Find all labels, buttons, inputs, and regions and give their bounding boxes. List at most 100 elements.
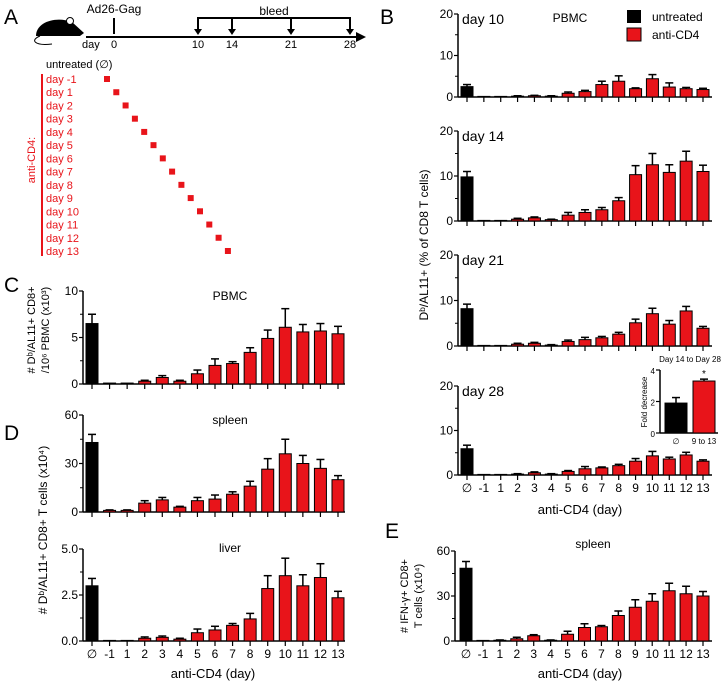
- treatment-marker: [122, 102, 129, 109]
- bar-8: [612, 80, 626, 98]
- bar-10: [645, 455, 659, 476]
- bar-∅: [459, 567, 473, 642]
- y-tick-label: 10: [440, 294, 454, 308]
- bar-∅: [460, 86, 474, 98]
- bar-13: [696, 89, 710, 98]
- y-tick-label: 0: [446, 214, 453, 228]
- x-tick-label: 5: [565, 481, 572, 495]
- x-tick-label: 10: [646, 647, 660, 661]
- x-tick-label: ∅: [87, 647, 97, 661]
- bar-13: [696, 327, 710, 347]
- treatment-day-label: day 7: [46, 167, 73, 179]
- x-tick-label: 9: [632, 647, 639, 661]
- chart-title: day 10: [462, 11, 504, 27]
- treatment-day-label: day -1: [46, 74, 77, 86]
- bar-12: [679, 454, 693, 476]
- bar-12: [679, 593, 693, 642]
- bar--1: [103, 382, 117, 385]
- treatment-day-label: day 13: [46, 246, 79, 258]
- bar-∅: [85, 323, 99, 385]
- panel-c-ylabel-1: # Dᵇ/AL11+ CD8+: [26, 286, 38, 373]
- bar-9: [261, 337, 275, 385]
- x-tick-label: ∅: [673, 437, 680, 446]
- bar-4: [544, 219, 558, 222]
- bar-5: [561, 92, 575, 98]
- bar--1: [477, 219, 491, 222]
- bar-13: [696, 460, 710, 476]
- bar--1: [476, 639, 490, 642]
- bar-2: [511, 218, 525, 222]
- arrow-down-icon: [287, 29, 295, 35]
- arrow-down-icon: [228, 29, 236, 35]
- bar-5: [190, 500, 204, 513]
- bar-10: [645, 600, 659, 642]
- panel-letter-e: E: [385, 520, 399, 543]
- x-tick-label: 1: [124, 647, 131, 661]
- bar--1: [103, 639, 117, 642]
- bar-11: [662, 86, 676, 98]
- bar-∅: [460, 448, 474, 476]
- bar-11: [296, 331, 310, 385]
- x-tick-label: 3: [531, 481, 538, 495]
- treatment-day-label: day 6: [46, 153, 73, 165]
- x-tick-label: 5: [194, 647, 201, 661]
- treatment-day-label: day 11: [46, 220, 78, 232]
- chart-b-day-21: 0 10 20 day 21: [440, 248, 712, 353]
- treatment-marker: [206, 221, 213, 228]
- bar-9: [629, 322, 643, 347]
- x-tick-label: 2: [514, 481, 521, 495]
- y-tick-label: 20: [440, 248, 454, 262]
- bar-3: [527, 635, 541, 642]
- legend-label-untreated: untreated: [652, 10, 703, 24]
- x-axis-label: anti-CD4 (day): [538, 666, 623, 681]
- treatment-marker: [215, 234, 222, 241]
- bar-3: [155, 499, 169, 513]
- x-tick-label: 10: [646, 481, 660, 495]
- bar-12: [679, 160, 693, 222]
- chart-title: spleen: [212, 413, 247, 427]
- panel-letter-c: C: [4, 274, 19, 297]
- chart-c-pbmc: 0 5 10 PBMC: [65, 284, 345, 391]
- legend-swatch-anti-cd4: [626, 27, 642, 42]
- bar-3: [155, 636, 169, 642]
- x-axis-label: anti-CD4 (day): [171, 666, 256, 681]
- bar-10: [645, 78, 659, 98]
- x-tick-label: -1: [104, 647, 115, 661]
- bar-8: [612, 200, 626, 222]
- x-tick-label: 4: [177, 647, 184, 661]
- bar-3: [527, 342, 541, 347]
- bar-1: [493, 639, 507, 642]
- bar-9: [261, 588, 275, 642]
- untreated-label: untreated (∅): [46, 59, 112, 71]
- bar-10: [645, 313, 659, 347]
- x-tick-label: 11: [663, 481, 676, 495]
- bar-4: [173, 638, 187, 642]
- x-tick-label: 11: [663, 647, 676, 661]
- x-tick-label: 13: [696, 481, 710, 495]
- x-tick-label: 6: [212, 647, 219, 661]
- legend-label-anti-cd4: anti-CD4: [652, 28, 700, 42]
- panel-b-title: PBMC: [553, 11, 588, 25]
- chart-b-day-10: 0 10 20 day 10: [440, 7, 712, 104]
- bar--1: [477, 473, 491, 476]
- chart-d-spleen: 0 30 60 spleen: [65, 408, 345, 519]
- treatment-marker: [159, 155, 166, 162]
- bar-9: [629, 88, 643, 98]
- panel-letter-d: D: [4, 422, 19, 445]
- treatment-marker: [169, 168, 176, 175]
- timeline-day: 28: [344, 39, 356, 51]
- bar-7: [595, 209, 609, 222]
- x-tick-label: 8: [615, 481, 622, 495]
- x-tick-label: 8: [247, 647, 254, 661]
- bar-11: [662, 590, 676, 642]
- bar-1: [120, 509, 134, 513]
- bar-4: [173, 506, 187, 513]
- x-tick-label: 9: [264, 647, 271, 661]
- x-axis-label: anti-CD4 (day): [538, 502, 623, 517]
- bar-12: [313, 330, 327, 385]
- bar-8: [243, 351, 257, 385]
- bar-8: [243, 618, 257, 642]
- bar-13: [696, 171, 710, 222]
- bar-12: [679, 310, 693, 347]
